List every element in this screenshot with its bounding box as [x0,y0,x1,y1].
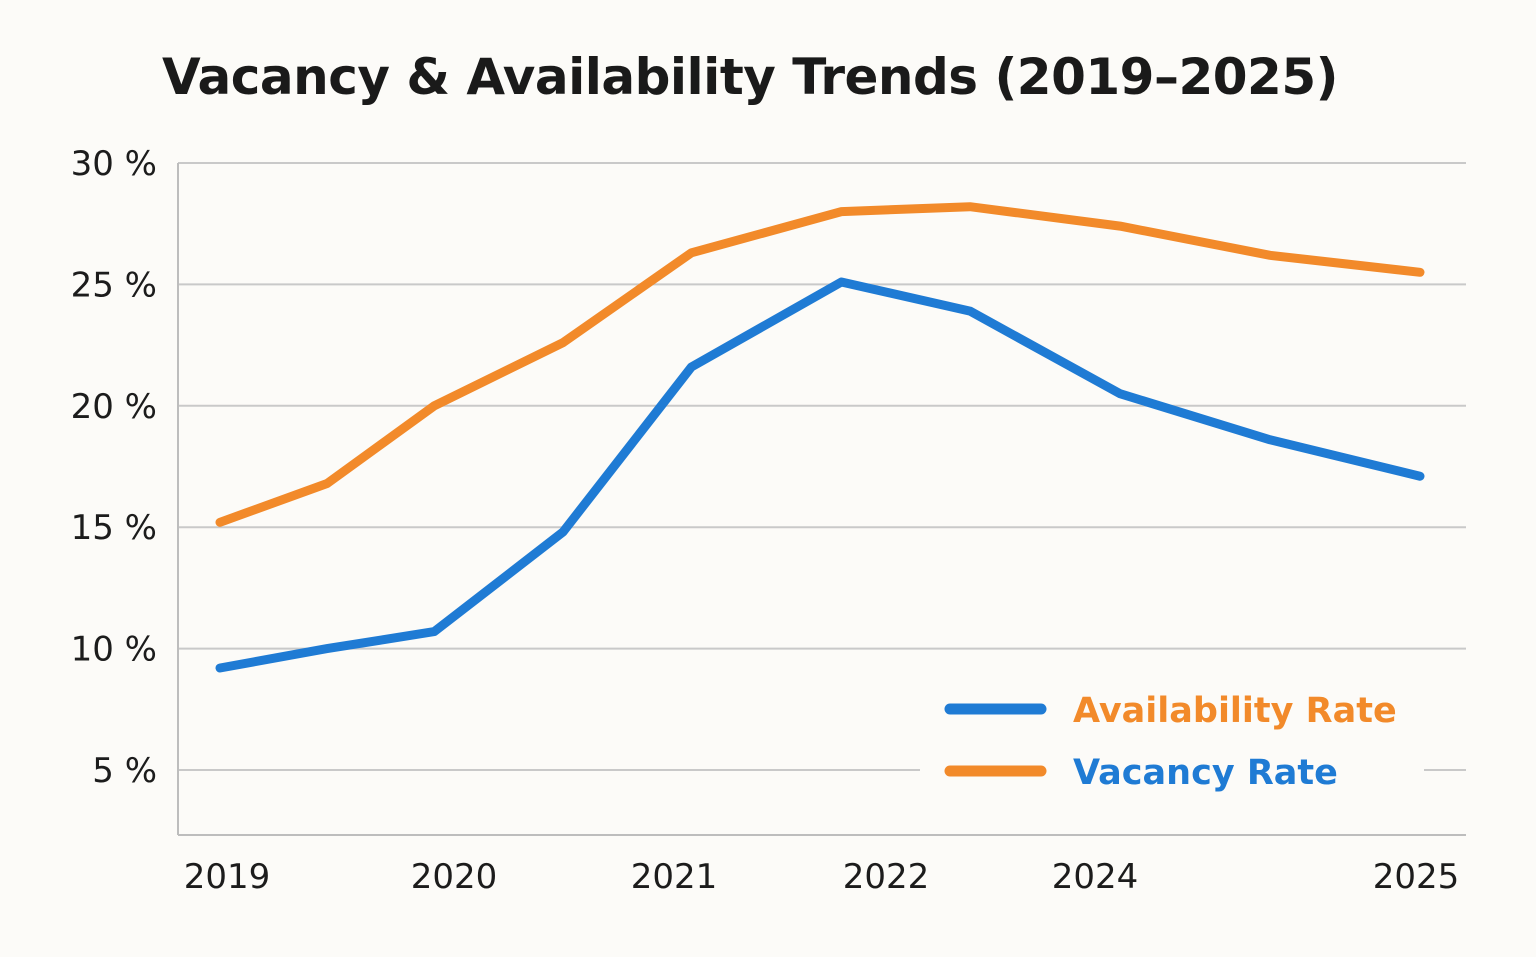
series-lines [215,202,1425,673]
vacancy-rate-line [215,202,1425,527]
legend-label-vacancy-rate: Vacancy Rate [1073,753,1338,793]
x-tick-label: 2021 [631,857,718,897]
x-tick-labels: 2019 2020 2021 2022 2024 2025 [184,857,1460,897]
y-tick-labels: 30 % 25 % 20 % 15 % 10 % 5 % [71,144,157,791]
legend: Availability Rate Vacancy Rate [944,691,1397,793]
x-tick-label: 2022 [843,857,930,897]
x-tick-label: 2019 [184,857,271,897]
y-tick-label: 10 % [71,630,157,670]
y-tick-label: 5 % [92,751,157,791]
y-tick-label: 15 % [71,508,157,548]
axes [177,163,1466,836]
y-tick-label: 25 % [71,265,157,305]
x-tick-label: 2024 [1052,857,1139,897]
x-tick-label: 2025 [1373,857,1460,897]
legend-label-availability-rate: Availability Rate [1073,691,1397,731]
y-tick-label: 30 % [71,144,157,184]
y-tick-label: 20 % [71,387,157,427]
chart-title: Vacancy & Availability Trends (2019–2025… [162,48,1338,106]
gridlines [178,162,1466,771]
x-tick-label: 2020 [411,857,498,897]
availability-rate-line [215,277,1425,673]
